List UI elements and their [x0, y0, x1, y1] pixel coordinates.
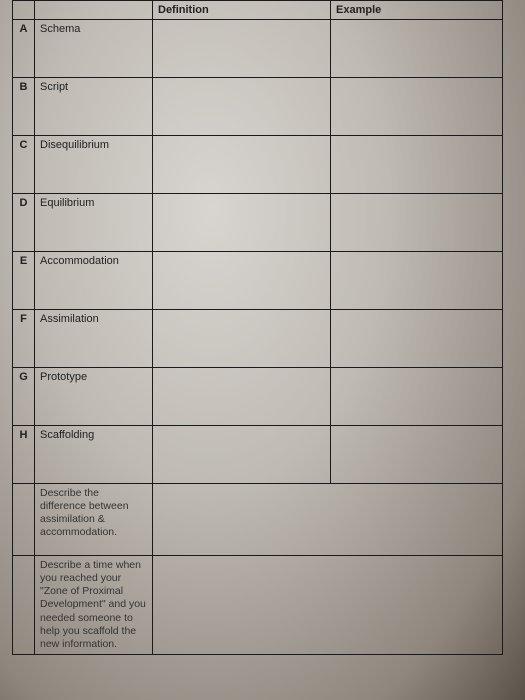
row-letter: D — [13, 194, 35, 252]
column-header-definition: Definition — [153, 1, 331, 20]
prompt-answer-cell — [153, 556, 503, 655]
header-blank-letter — [13, 1, 35, 20]
row-letter: G — [13, 368, 35, 426]
table-row: F Assimilation — [13, 310, 503, 368]
row-letter: B — [13, 78, 35, 136]
row-term: Schema — [35, 20, 153, 78]
row-letter: A — [13, 20, 35, 78]
prompt-row: Describe the difference between assimila… — [13, 484, 503, 556]
row-term: Accommodation — [35, 252, 153, 310]
prompt-text: Describe a time when you reached your "Z… — [35, 556, 153, 655]
row-example-cell — [331, 368, 503, 426]
row-letter: E — [13, 252, 35, 310]
row-definition-cell — [153, 426, 331, 484]
row-example-cell — [331, 194, 503, 252]
row-term: Assimilation — [35, 310, 153, 368]
worksheet-sheet: Definition Example A Schema B Script C D… — [12, 0, 502, 655]
row-letter: F — [13, 310, 35, 368]
table-row: C Disequilibrium — [13, 136, 503, 194]
table-row: E Accommodation — [13, 252, 503, 310]
table-row: B Script — [13, 78, 503, 136]
row-definition-cell — [153, 20, 331, 78]
row-letter: C — [13, 136, 35, 194]
table-row: A Schema — [13, 20, 503, 78]
row-definition-cell — [153, 78, 331, 136]
prompt-blank-letter — [13, 556, 35, 655]
row-definition-cell — [153, 310, 331, 368]
row-term: Disequilibrium — [35, 136, 153, 194]
row-example-cell — [331, 252, 503, 310]
row-definition-cell — [153, 136, 331, 194]
row-letter: H — [13, 426, 35, 484]
row-definition-cell — [153, 194, 331, 252]
row-example-cell — [331, 78, 503, 136]
table-header-row: Definition Example — [13, 1, 503, 20]
row-term: Script — [35, 78, 153, 136]
column-header-example: Example — [331, 1, 503, 20]
prompt-blank-letter — [13, 484, 35, 556]
row-definition-cell — [153, 368, 331, 426]
prompt-answer-cell — [153, 484, 503, 556]
row-term: Equilibrium — [35, 194, 153, 252]
row-example-cell — [331, 20, 503, 78]
row-example-cell — [331, 310, 503, 368]
table-row: G Prototype — [13, 368, 503, 426]
row-definition-cell — [153, 252, 331, 310]
prompt-text: Describe the difference between assimila… — [35, 484, 153, 556]
row-term: Scaffolding — [35, 426, 153, 484]
table-row: H Scaffolding — [13, 426, 503, 484]
header-blank-term — [35, 1, 153, 20]
row-example-cell — [331, 136, 503, 194]
row-term: Prototype — [35, 368, 153, 426]
row-example-cell — [331, 426, 503, 484]
vocabulary-table: Definition Example A Schema B Script C D… — [12, 0, 503, 655]
prompt-row: Describe a time when you reached your "Z… — [13, 556, 503, 655]
table-row: D Equilibrium — [13, 194, 503, 252]
